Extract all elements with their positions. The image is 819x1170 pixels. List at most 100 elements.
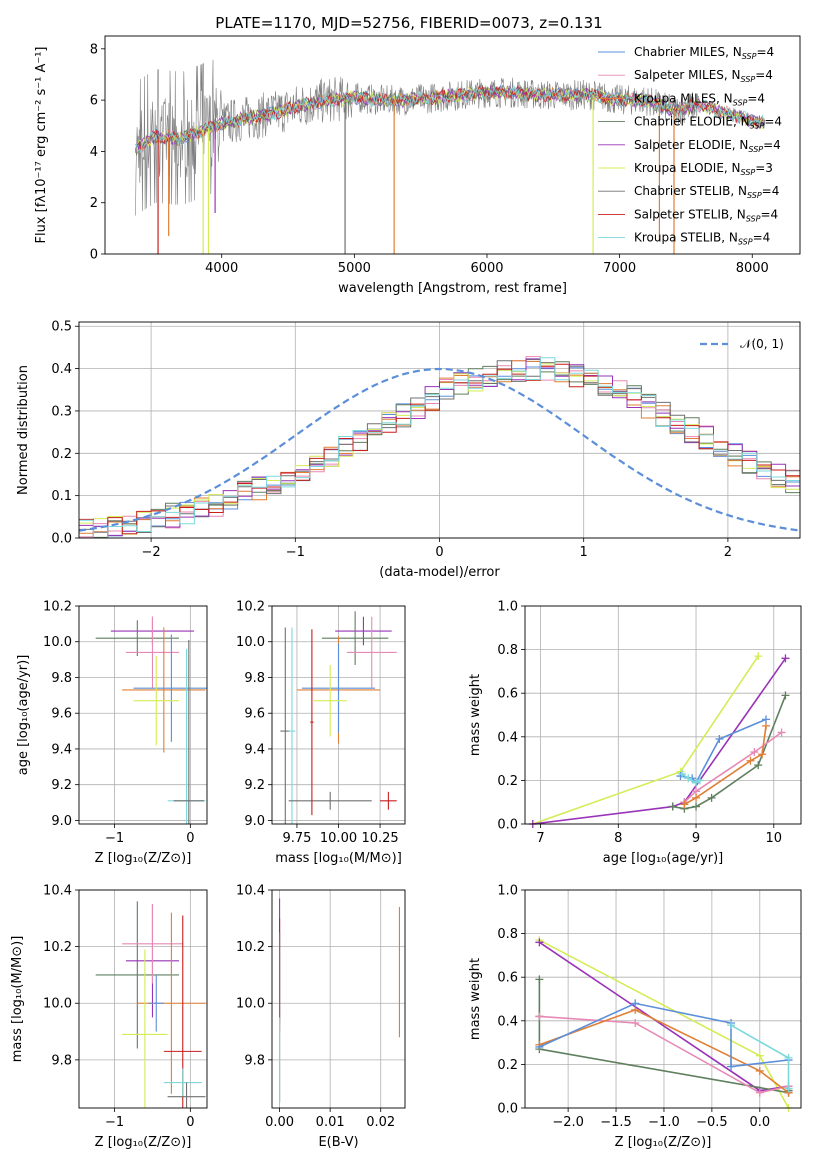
weight-marker (668, 802, 677, 811)
y-axis-label: Flux [fλ10⁻¹⁷ erg cm⁻² s⁻¹ A⁻¹] (34, 47, 49, 244)
y-tick-label: 9.8 (51, 1053, 72, 1068)
y-tick-label: 10.4 (236, 884, 265, 899)
weight-marker (715, 734, 724, 743)
histogram-step-kroupa-stelib (79, 357, 800, 538)
x-tick-label: 1 (580, 545, 588, 560)
y-tick-label: 0.2 (497, 774, 518, 789)
legend-subscript: SSP (741, 75, 756, 84)
y-tick-label: 0.4 (51, 362, 72, 377)
y-tick-label: 0.6 (497, 971, 518, 986)
y-tick-label: 10.2 (43, 600, 72, 615)
model-line-salpeter-elodie (135, 84, 766, 153)
weight-marker (535, 975, 544, 984)
age-vs-mass-panel: 9.75 10.00 10.25 9.0 9.2 9.4 9.6 9.8 10.0 10.2 mas… (236, 600, 406, 866)
legend-value: =4 (747, 91, 765, 105)
y-tick-label: 0.6 (497, 687, 518, 702)
legend-entry: Kroupa STELIB, NSSP=4 (634, 231, 770, 247)
x-tick-label: 0.0 (749, 1115, 770, 1130)
y-tick-label: 10.0 (236, 635, 265, 650)
y-axis-label: mass weight (468, 958, 483, 1040)
legend-subscript: SSP (747, 191, 762, 200)
y-tick-label: 9.0 (51, 814, 72, 829)
legend-label: Salpeter MILES, N (634, 68, 741, 82)
y-tick-label: 0 (90, 248, 98, 263)
weight-marker (692, 802, 701, 811)
x-tick-label: 9 (692, 831, 700, 846)
legend-entry: Salpeter ELODIE, NSSP=4 (634, 138, 781, 154)
weight-line-kroupa-stelib (681, 773, 701, 784)
weight-marker (535, 1042, 544, 1051)
mass-vs-metallicity-panel: −1 0 9.8 10.0 10.2 10.4 Z [log₁₀(Z/Z⊙)] mass [l… (10, 884, 208, 1150)
legend-subscript: SSP (738, 238, 753, 247)
weight-marker (755, 1066, 764, 1075)
x-axis-label: Z [log₁₀(Z/Z⊙)] (95, 851, 192, 866)
axes-frame (271, 889, 406, 1109)
legend-value: =4 (762, 184, 780, 198)
axes-frame (524, 889, 802, 1109)
x-tick-label: 0 (435, 545, 443, 560)
x-tick-label: 0.00 (265, 1115, 294, 1130)
y-tick-label: 10.0 (236, 997, 265, 1012)
axes-frame (104, 35, 801, 255)
gaussian-curve (79, 367, 800, 532)
legend-value: =4 (763, 138, 781, 152)
y-tick-label: 0.3 (51, 404, 72, 419)
x-axis-label: wavelength [Angstrom, rest frame] (338, 281, 567, 296)
x-tick-label: 10.25 (361, 831, 398, 846)
y-tick-label: 0.8 (497, 927, 518, 942)
histogram-step-salpeter-elodie (79, 358, 800, 536)
y-tick-label: 0.8 (497, 643, 518, 658)
weight-marker (692, 793, 701, 802)
legend-label: Chabrier ELODIE, N (634, 115, 750, 129)
weight-line-salpeter-elodie (532, 657, 787, 824)
legend-subscript: SSP (733, 98, 748, 107)
legend-subscript: SSP (742, 52, 757, 61)
residual-histogram-panel: −2 −1 0 1 2 0.0 0.1 0.2 0.3 0.4 0.5 (data-model)/er… (16, 320, 801, 580)
y-tick-label: 0.1 (51, 489, 72, 504)
x-tick-label: −1 (105, 831, 124, 846)
legend-label: Chabrier MILES, N (634, 45, 742, 59)
legend-subscript: SSP (750, 122, 765, 131)
legend-value: =4 (756, 45, 774, 59)
axes-frame (78, 321, 801, 539)
mass-vs-ebv-panel: 0.00 0.01 0.02 9.8 10.0 10.2 10.4 E(B-V) (236, 884, 406, 1150)
y-tick-label: 9.2 (51, 778, 72, 793)
weight-marker (695, 776, 704, 785)
legend-subscript: SSP (748, 145, 763, 154)
x-tick-label: 7 (536, 831, 544, 846)
y-tick-label: 1.0 (497, 600, 518, 615)
axes-frame (271, 605, 406, 825)
y-tick-label: 9.0 (244, 814, 265, 829)
weight-marker (631, 1018, 640, 1027)
y-tick-label: 9.4 (244, 742, 265, 757)
x-tick-label: 8000 (736, 261, 769, 276)
weight-marker (535, 938, 544, 947)
y-axis-label: Normed distribution (16, 365, 31, 495)
weight-marker (707, 793, 716, 802)
weight-marker (754, 652, 763, 661)
weight-marker (762, 715, 771, 724)
weight-marker (750, 748, 759, 757)
legend-value: =4 (764, 115, 782, 129)
weight-marker (680, 800, 689, 809)
y-tick-label: 10.0 (43, 997, 72, 1012)
x-tick-label: 10 (766, 831, 783, 846)
x-axis-label: (data-model)/error (379, 565, 500, 580)
spectrum-title: PLATE=1170, MJD=52756, FIBERID=0073, z=0… (215, 14, 602, 32)
y-tick-label: 8 (90, 42, 98, 57)
weight-marker (755, 1088, 764, 1097)
weight-vs-age-panel: 7 8 9 10 0.0 0.2 0.4 0.6 0.8 1.0 age [log₁₀(age/yr… (468, 600, 802, 866)
observed-spectrum-line (135, 59, 699, 216)
x-tick-label: −2.0 (552, 1115, 584, 1130)
weight-line-kroupa-miles (539, 1009, 789, 1094)
x-tick-label: 0.01 (316, 1115, 345, 1130)
legend-value: =4 (755, 68, 773, 82)
weight-vs-metallicity-panel: −2.0 −1.5 −1.0 −0.5 0.0 0.0 0.2 0.4 0.6 0.8 1.0 Z [… (468, 884, 802, 1150)
y-tick-label: 0.0 (51, 532, 72, 547)
y-tick-label: 9.8 (244, 1053, 265, 1068)
weight-marker (727, 1021, 736, 1030)
y-axis-label: age [log₁₀(age/yr)] (16, 655, 31, 776)
weight-marker (684, 774, 693, 783)
y-tick-label: 2 (90, 196, 98, 211)
